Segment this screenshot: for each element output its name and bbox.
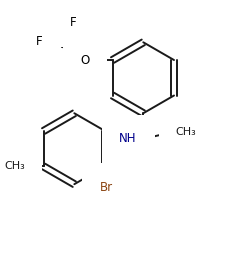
Text: NH: NH (119, 132, 136, 145)
Text: F: F (70, 16, 76, 29)
Text: F: F (36, 35, 43, 48)
Text: O: O (80, 54, 89, 67)
Text: CH₃: CH₃ (4, 161, 25, 171)
Text: Br: Br (99, 181, 112, 194)
Text: CH₃: CH₃ (175, 127, 196, 137)
